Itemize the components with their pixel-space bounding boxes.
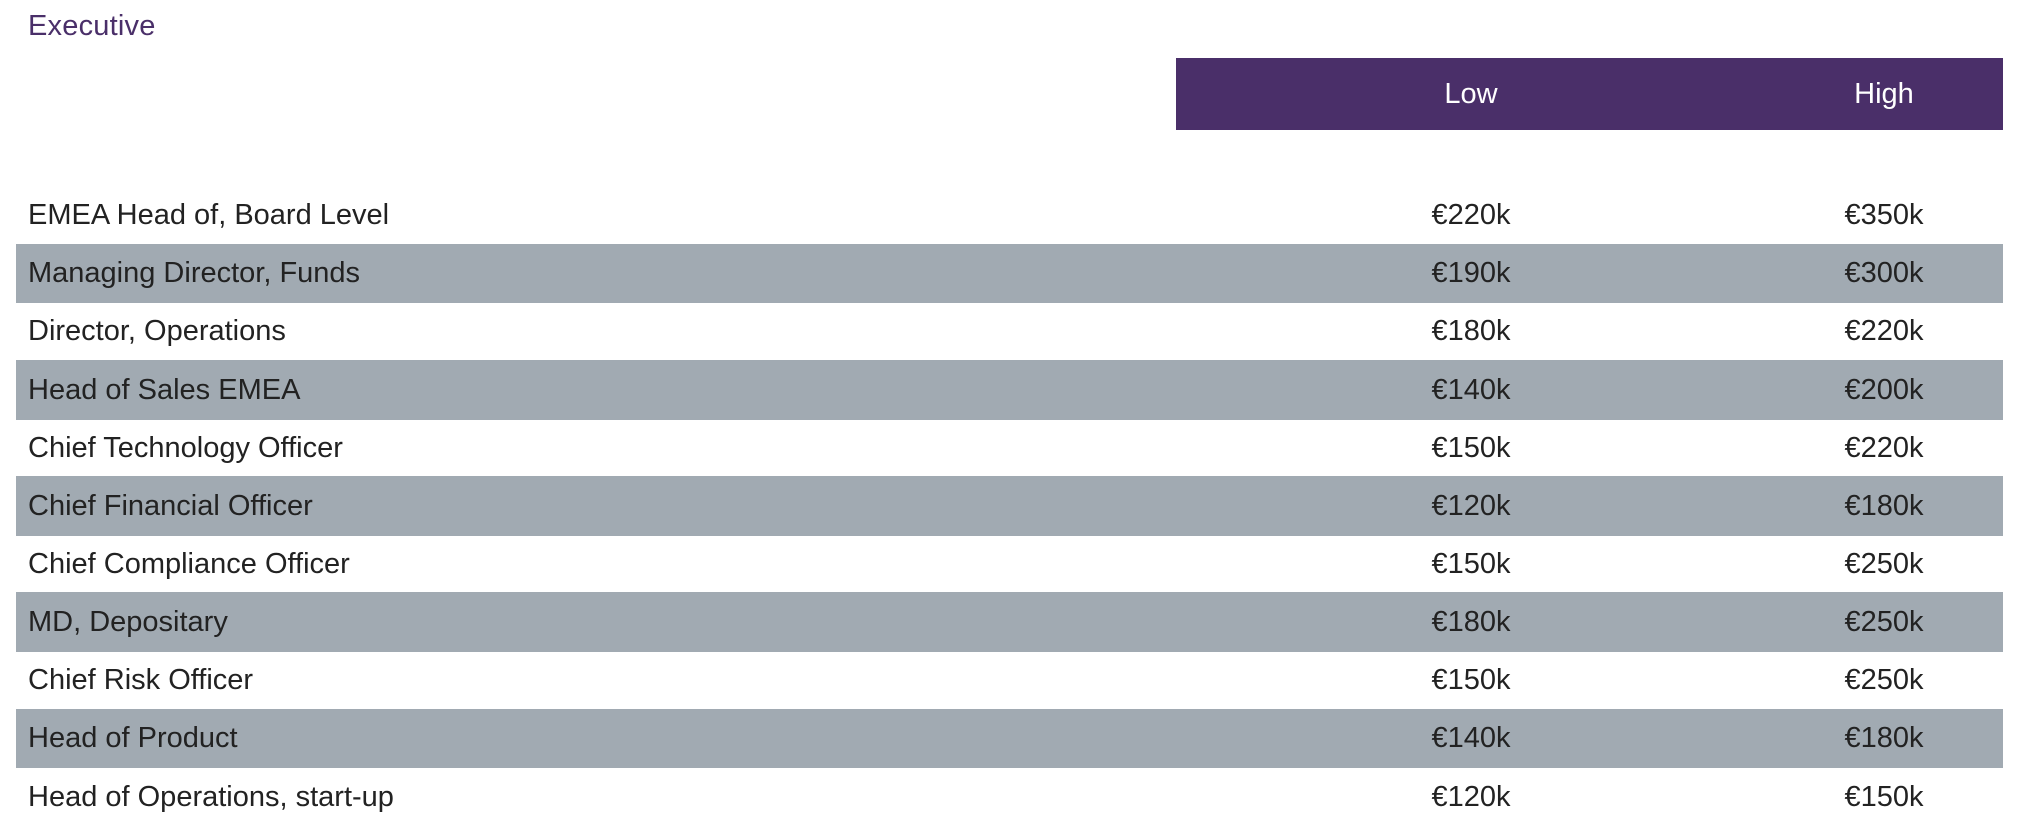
table-row: EMEA Head of, Board Level €220k €350k bbox=[16, 187, 2003, 244]
high-cell: €300k bbox=[1844, 257, 1924, 289]
role-cell: MD, Depositary bbox=[28, 605, 228, 638]
high-cell: €180k bbox=[1844, 489, 1924, 522]
high-cell: €250k bbox=[1844, 664, 1924, 696]
table-row: Managing Director, Funds €190k €300k bbox=[16, 244, 2003, 303]
role-cell: Chief Risk Officer bbox=[28, 664, 254, 696]
salary-table: EMEA Head of, Board Level €220k €350k Ma… bbox=[16, 187, 2003, 826]
high-cell: €180k bbox=[1844, 722, 1924, 754]
role-cell: Chief Financial Officer bbox=[28, 489, 313, 522]
low-cell: €140k bbox=[1431, 722, 1511, 754]
high-cell: €250k bbox=[1844, 605, 1924, 638]
low-cell: €150k bbox=[1431, 664, 1511, 696]
high-cell: €220k bbox=[1844, 431, 1924, 464]
table-row: Chief Financial Officer €120k €180k bbox=[16, 476, 2003, 536]
table-row: Director, Operations €180k €220k bbox=[16, 303, 2003, 360]
column-header-low: Low bbox=[1444, 78, 1498, 110]
low-cell: €190k bbox=[1431, 257, 1511, 289]
high-cell: €200k bbox=[1844, 373, 1924, 406]
role-cell: Chief Technology Officer bbox=[28, 431, 343, 464]
table-row: Head of Sales EMEA €140k €200k bbox=[16, 360, 2003, 420]
low-cell: €180k bbox=[1431, 315, 1511, 347]
low-cell: €150k bbox=[1431, 547, 1511, 580]
column-header-high: High bbox=[1854, 78, 1914, 110]
high-cell: €250k bbox=[1844, 547, 1924, 580]
role-cell: Managing Director, Funds bbox=[28, 257, 361, 289]
high-cell: €150k bbox=[1844, 780, 1924, 813]
low-cell: €180k bbox=[1431, 605, 1511, 638]
low-cell: €120k bbox=[1431, 780, 1511, 813]
table-row: Chief Compliance Officer €150k €250k bbox=[16, 536, 2003, 592]
section-title: Executive bbox=[28, 10, 156, 42]
table-header: Low High bbox=[1176, 58, 2003, 130]
low-cell: €150k bbox=[1431, 431, 1511, 464]
role-cell: Director, Operations bbox=[28, 315, 286, 347]
role-cell: Head of Operations, start-up bbox=[28, 780, 394, 813]
table-row: Head of Operations, start-up €120k €150k bbox=[16, 768, 2003, 826]
low-cell: €220k bbox=[1431, 199, 1511, 231]
low-cell: €120k bbox=[1431, 489, 1511, 522]
role-cell: EMEA Head of, Board Level bbox=[28, 199, 390, 231]
table-row: MD, Depositary €180k €250k bbox=[16, 592, 2003, 652]
table-row: Chief Technology Officer €150k €220k bbox=[16, 420, 2003, 476]
low-cell: €140k bbox=[1431, 373, 1511, 406]
role-cell: Head of Product bbox=[28, 722, 238, 754]
role-cell: Chief Compliance Officer bbox=[28, 547, 350, 580]
high-cell: €220k bbox=[1844, 315, 1924, 347]
high-cell: €350k bbox=[1844, 199, 1924, 231]
role-cell: Head of Sales EMEA bbox=[28, 373, 301, 406]
table-row: Chief Risk Officer €150k €250k bbox=[16, 652, 2003, 709]
table-row: Head of Product €140k €180k bbox=[16, 709, 2003, 768]
